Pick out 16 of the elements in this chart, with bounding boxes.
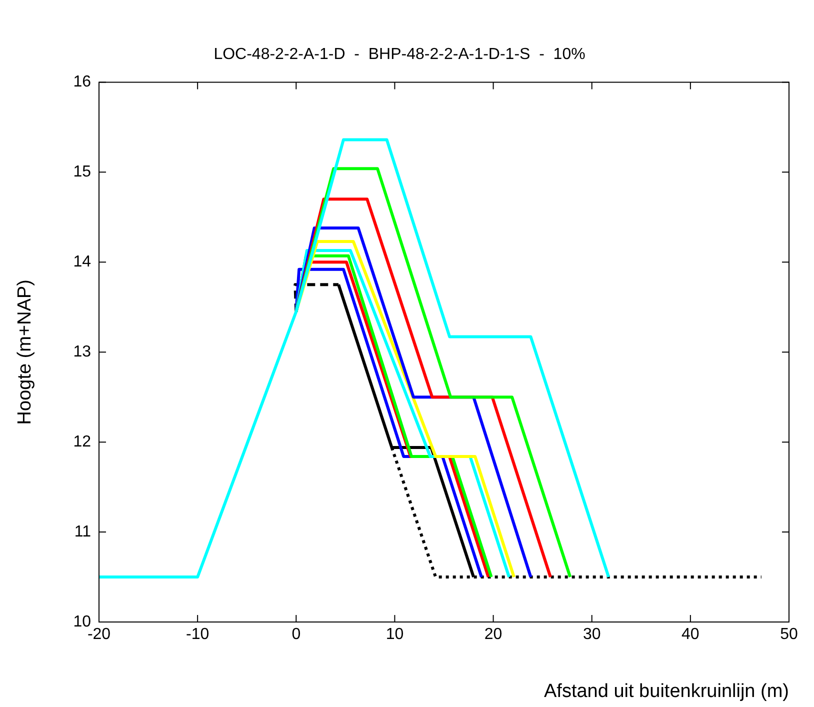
x-axis-title: Afstand uit buitenkruinlijn (m) (544, 680, 789, 702)
y-tick-label: 15 (73, 164, 92, 181)
x-tick-label: 30 (582, 626, 601, 644)
chart-title: LOC-48-2-2-A-1-D - BHP-48-2-2-A-1-D-1-S - 10% (214, 46, 586, 64)
y-tick-label: 12 (73, 433, 92, 450)
x-tick-label: 0 (292, 626, 301, 644)
x-tick-label: 50 (780, 626, 798, 644)
y-tick-label: 11 (74, 523, 92, 540)
y-tick-label: 16 (73, 74, 92, 91)
y-axis-title: Hoogte (m+NAP) (14, 280, 36, 425)
x-tick-label: 10 (386, 626, 404, 644)
y-tick-label: 13 (73, 344, 92, 361)
x-tick-label: 40 (682, 626, 700, 644)
x-tick-label: -10 (186, 626, 210, 644)
x-tick-label: 20 (484, 626, 502, 644)
y-tick-label: 14 (73, 254, 92, 271)
